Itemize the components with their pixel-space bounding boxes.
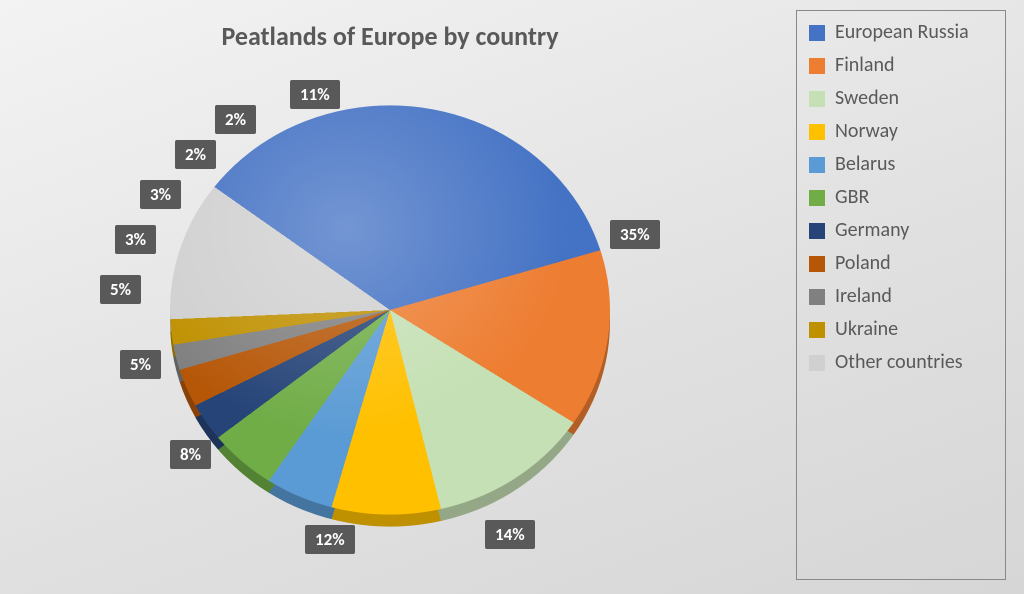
legend-item: Finland bbox=[809, 54, 993, 77]
legend-swatch bbox=[809, 157, 825, 173]
pie-slice-label: 35% bbox=[610, 220, 660, 249]
legend-item: Norway bbox=[809, 120, 993, 143]
pie-slice-label: 5% bbox=[100, 275, 141, 304]
legend-swatch bbox=[809, 124, 825, 140]
pie-slice-label: 2% bbox=[175, 140, 216, 169]
legend-label: Poland bbox=[835, 252, 891, 275]
legend-swatch bbox=[809, 190, 825, 206]
legend-swatch bbox=[809, 223, 825, 239]
pie-chart-container: Peatlands of Europe by country 35% 14% 12%… bbox=[0, 0, 1024, 594]
legend-item: Germany bbox=[809, 219, 993, 242]
legend-swatch bbox=[809, 58, 825, 74]
pie-slice-label: 2% bbox=[215, 105, 256, 134]
pie-wrap bbox=[170, 90, 610, 530]
pie-slice-label: 14% bbox=[485, 520, 535, 549]
legend-label: GBR bbox=[835, 186, 869, 209]
legend-label: Sweden bbox=[835, 87, 899, 110]
legend-item: GBR bbox=[809, 186, 993, 209]
legend-label: Ukraine bbox=[835, 318, 898, 341]
legend-label: Ireland bbox=[835, 285, 892, 308]
pie-slice-label: 12% bbox=[305, 525, 355, 554]
legend-item: European Russia bbox=[809, 21, 993, 44]
legend-label: Norway bbox=[835, 120, 898, 143]
legend-swatch bbox=[809, 256, 825, 272]
legend-item: Ukraine bbox=[809, 318, 993, 341]
legend-item: Other countries bbox=[809, 351, 993, 374]
pie-slice-label: 8% bbox=[170, 440, 211, 469]
legend-item: Belarus bbox=[809, 153, 993, 176]
legend-label: Finland bbox=[835, 54, 894, 77]
pie-slice-label: 3% bbox=[140, 180, 181, 209]
legend: European Russia Finland Sweden Norway Belaru… bbox=[796, 10, 1006, 580]
legend-swatch bbox=[809, 91, 825, 107]
legend-item: Poland bbox=[809, 252, 993, 275]
legend-item: Ireland bbox=[809, 285, 993, 308]
legend-label: Other countries bbox=[835, 351, 963, 374]
legend-label: Germany bbox=[835, 219, 909, 242]
legend-swatch bbox=[809, 25, 825, 41]
pie bbox=[170, 105, 610, 514]
legend-label: European Russia bbox=[835, 21, 969, 44]
legend-swatch bbox=[809, 322, 825, 338]
legend-swatch bbox=[809, 289, 825, 305]
pie-slice-label: 3% bbox=[115, 225, 156, 254]
pie-slice-label: 11% bbox=[290, 80, 340, 109]
legend-label: Belarus bbox=[835, 153, 895, 176]
chart-title: Peatlands of Europe by country bbox=[0, 20, 780, 52]
legend-swatch bbox=[809, 355, 825, 371]
legend-item: Sweden bbox=[809, 87, 993, 110]
pie-slice-label: 5% bbox=[120, 350, 161, 379]
